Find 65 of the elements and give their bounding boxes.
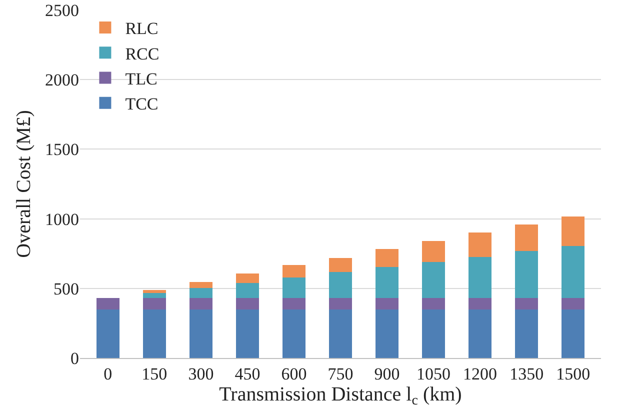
y-tick-label: 2500 bbox=[45, 0, 79, 20]
bar bbox=[236, 298, 260, 310]
bar bbox=[561, 246, 585, 298]
legend-label: TLC bbox=[125, 69, 158, 88]
bar bbox=[142, 293, 166, 298]
bar bbox=[328, 272, 352, 298]
x-tick-label: 750 bbox=[328, 364, 354, 384]
bar bbox=[422, 298, 446, 310]
bar bbox=[282, 298, 306, 310]
bar bbox=[189, 282, 213, 288]
bar bbox=[468, 256, 492, 298]
bar bbox=[282, 309, 306, 358]
x-tick-label: 450 bbox=[234, 364, 260, 384]
bar bbox=[142, 290, 166, 294]
bar bbox=[96, 298, 120, 310]
x-tick-label: 900 bbox=[374, 364, 400, 384]
bar bbox=[375, 266, 399, 298]
bar bbox=[514, 298, 538, 310]
bar bbox=[422, 262, 446, 298]
bar bbox=[514, 224, 538, 251]
bar bbox=[96, 309, 120, 358]
y-tick-label: 1000 bbox=[45, 210, 79, 229]
x-tick-label: 1050 bbox=[416, 364, 451, 384]
y-tick-label: 500 bbox=[54, 279, 79, 298]
bar bbox=[422, 309, 446, 358]
bar bbox=[142, 298, 166, 310]
x-tick-label: 0 bbox=[104, 364, 112, 384]
x-tick-label: 1500 bbox=[556, 364, 590, 384]
bar bbox=[468, 309, 492, 358]
x-axis-title: Transmission Distance l$_{c}$ (km) bbox=[219, 383, 462, 409]
bar bbox=[561, 216, 585, 246]
bar bbox=[282, 278, 306, 298]
bar bbox=[514, 309, 538, 358]
bar bbox=[375, 249, 399, 267]
bar bbox=[189, 309, 213, 358]
legend-label: TCC bbox=[125, 94, 158, 114]
bar bbox=[422, 240, 446, 262]
bar bbox=[236, 309, 260, 358]
y-tick-label: 2000 bbox=[45, 70, 79, 90]
x-tick-label: 150 bbox=[142, 364, 168, 384]
bar bbox=[561, 298, 585, 310]
bar bbox=[328, 298, 352, 310]
bar bbox=[236, 282, 260, 298]
y-axis-title: Overall Cost (M£) bbox=[13, 110, 35, 258]
bar bbox=[282, 265, 306, 278]
y-tick-label: 1500 bbox=[45, 140, 79, 160]
bar bbox=[375, 309, 399, 358]
bar bbox=[236, 274, 260, 283]
legend-label: RCC bbox=[125, 44, 160, 64]
x-tick-label: 300 bbox=[188, 364, 214, 384]
bar bbox=[189, 288, 213, 298]
bar bbox=[468, 298, 492, 310]
bar bbox=[514, 250, 538, 298]
bar bbox=[375, 298, 399, 310]
bar bbox=[189, 298, 213, 310]
y-tick-label: 0 bbox=[70, 348, 79, 368]
bar bbox=[468, 232, 492, 257]
x-tick-label: 1200 bbox=[463, 364, 498, 384]
bar bbox=[328, 258, 352, 272]
x-tick-label: 1350 bbox=[510, 364, 544, 384]
legend-label: RLC bbox=[125, 19, 158, 38]
bar bbox=[561, 309, 585, 358]
bar bbox=[142, 309, 166, 358]
bar bbox=[328, 309, 352, 358]
x-tick-label: 600 bbox=[281, 364, 307, 384]
